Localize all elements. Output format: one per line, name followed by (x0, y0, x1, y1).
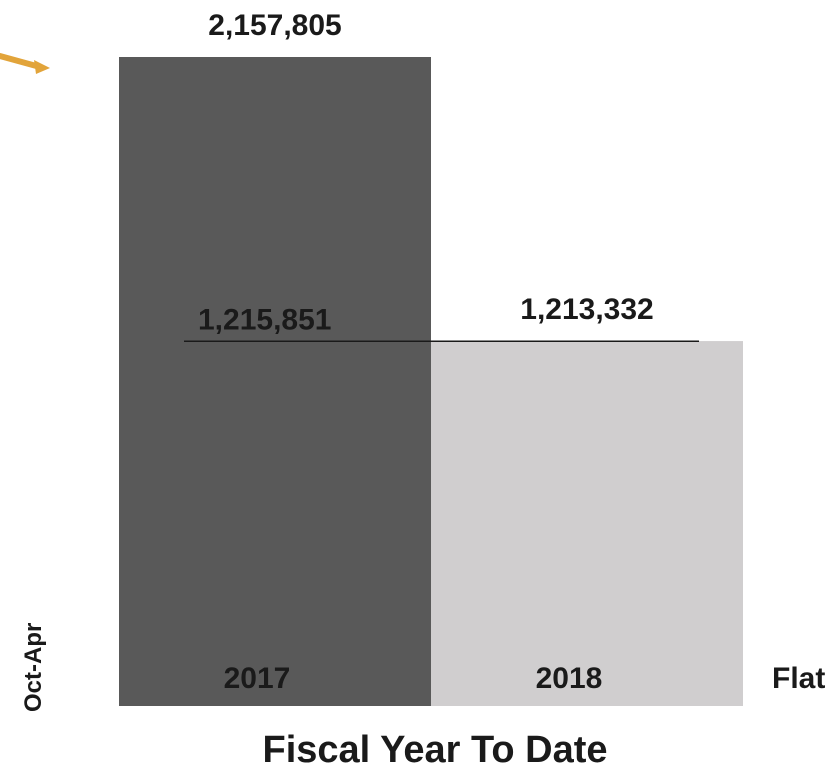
period-label: Oct-Apr (20, 623, 47, 712)
bar-2018 (431, 341, 743, 706)
value-label-2017: 2,157,805 (208, 9, 341, 42)
flat-annotation: Flat (772, 662, 825, 695)
category-label-2017: 2017 (224, 662, 291, 695)
value-label-2018: 1,213,332 (520, 293, 653, 326)
bar-2017 (119, 57, 431, 706)
reference-line-label: 1,215,851 (198, 303, 331, 336)
chart-title: Fiscal Year To Date (263, 729, 608, 771)
partial-arrow-icon (0, 53, 50, 74)
category-label-2018: 2018 (536, 662, 603, 695)
